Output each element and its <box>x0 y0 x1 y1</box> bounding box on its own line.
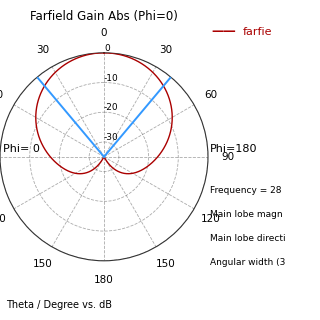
Text: Phi=180: Phi=180 <box>210 144 257 154</box>
Text: Frequency = 28: Frequency = 28 <box>210 186 281 195</box>
Title: Farfield Gain Abs (Phi=0): Farfield Gain Abs (Phi=0) <box>30 10 178 23</box>
Text: Theta / Degree vs. dB: Theta / Degree vs. dB <box>6 300 112 310</box>
Text: farfie: farfie <box>243 27 273 37</box>
Text: Angular width (3: Angular width (3 <box>210 258 285 267</box>
Text: ——: —— <box>211 26 236 38</box>
Text: Main lobe directi: Main lobe directi <box>210 234 285 243</box>
Text: Main lobe magn: Main lobe magn <box>210 210 282 219</box>
Text: Phi= 0: Phi= 0 <box>3 144 40 154</box>
